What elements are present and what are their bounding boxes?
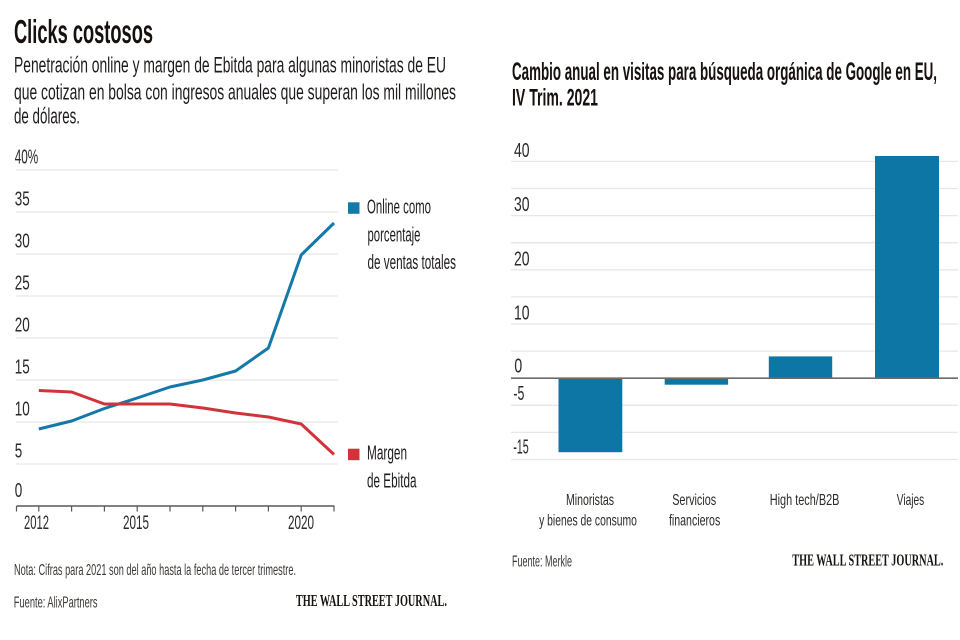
svg-text:Penetración online y margen de: Penetración online y margen de Ebitda pa… [14, 53, 446, 78]
svg-text:THE WALL STREET JOURNAL.: THE WALL STREET JOURNAL. [296, 591, 447, 610]
svg-text:porcentaje: porcentaje [368, 225, 421, 247]
svg-text:2015: 2015 [123, 513, 149, 534]
svg-text:30: 30 [514, 194, 530, 216]
svg-text:de Ebitda: de Ebitda [367, 471, 417, 493]
svg-text:35: 35 [15, 189, 30, 211]
svg-text:Nota: Cifras para 2021 son del: Nota: Cifras para 2021 son del año hasta… [14, 562, 296, 579]
svg-text:de ventas totales: de ventas totales [368, 252, 457, 274]
svg-text:20: 20 [15, 315, 30, 337]
svg-text:Fuente: Merkle: Fuente: Merkle [512, 554, 572, 571]
svg-text:10: 10 [514, 303, 530, 325]
svg-text:30: 30 [15, 231, 30, 253]
svg-text:2012: 2012 [24, 513, 49, 534]
svg-text:10: 10 [15, 399, 30, 421]
svg-text:0: 0 [514, 356, 522, 378]
svg-text:-15: -15 [513, 437, 529, 459]
svg-text:High tech/B2B: High tech/B2B [770, 492, 840, 509]
svg-text:Margen: Margen [367, 443, 407, 465]
svg-text:THE WALL STREET JOURNAL.: THE WALL STREET JOURNAL. [792, 551, 943, 570]
svg-text:40%: 40% [15, 147, 39, 169]
svg-text:25: 25 [15, 273, 30, 295]
svg-text:40: 40 [514, 140, 530, 162]
svg-text:Servicios: Servicios [672, 492, 716, 509]
svg-text:0: 0 [15, 480, 23, 502]
svg-text:Clicks costosos: Clicks costosos [14, 13, 153, 50]
svg-text:IV Trim. 2021: IV Trim. 2021 [512, 85, 598, 112]
svg-text:Online como: Online como [367, 197, 431, 219]
svg-text:Minoristas: Minoristas [566, 492, 614, 509]
svg-text:5: 5 [15, 441, 23, 463]
svg-text:Cambio anual en visitas para b: Cambio anual en visitas para búsqueda or… [512, 58, 937, 86]
svg-text:que cotizan en bolsa con ingre: que cotizan en bolsa con ingresos anuale… [14, 80, 456, 105]
svg-text:2020: 2020 [288, 513, 314, 534]
svg-text:20: 20 [514, 248, 530, 270]
svg-text:Fuente: AlixPartners: Fuente: AlixPartners [14, 595, 98, 612]
svg-text:Viajes: Viajes [897, 492, 925, 509]
svg-text:-5: -5 [513, 383, 524, 405]
svg-text:y bienes de consumo: y bienes de consumo [539, 513, 637, 530]
svg-text:financieros: financieros [669, 513, 720, 530]
svg-text:15: 15 [15, 357, 30, 379]
svg-text:de dólares.: de dólares. [14, 104, 80, 129]
